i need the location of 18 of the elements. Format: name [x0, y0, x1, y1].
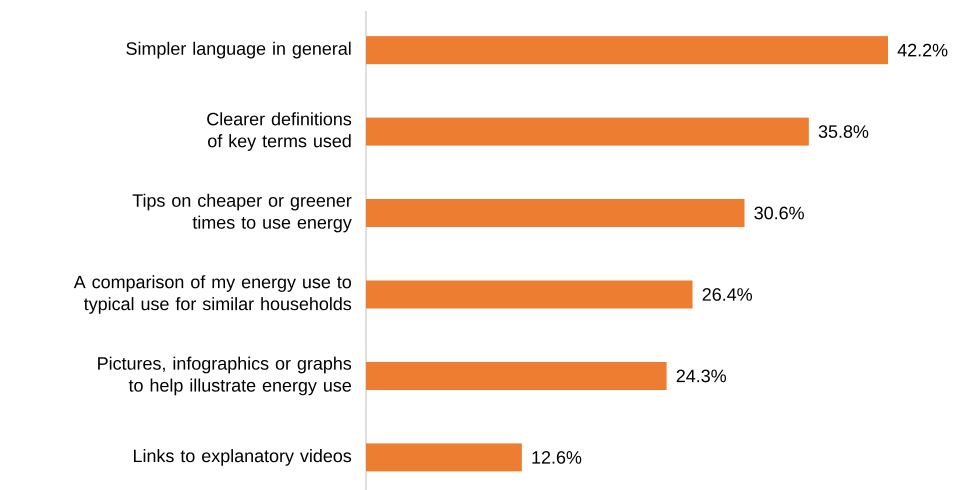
y-tick-label: Simpler language in general	[126, 42, 351, 58]
data-label: 42.2%	[898, 44, 948, 56]
bar	[366, 118, 809, 146]
data-label: 35.8%	[818, 125, 868, 138]
y-tick-label: Links to explanatory videos	[134, 449, 352, 466]
bar	[366, 36, 888, 64]
y-tick-label: Tips on cheaper or greener times to use energy	[132, 194, 352, 232]
y-tick-label: A comparison of my energy use to typical use for similar households	[74, 275, 352, 314]
bar	[366, 443, 522, 472]
data-label: 26.4%	[702, 288, 752, 301]
data-label: 30.6%	[754, 206, 804, 220]
y-tick-label: Pictures, infographics or graphs to help illustrate energy use	[98, 356, 352, 396]
bar	[366, 199, 745, 228]
y-tick-label: Clearer definitions of key terms used	[207, 112, 352, 151]
bar	[366, 280, 693, 308]
data-label: 24.3%	[676, 370, 726, 382]
bar	[366, 362, 667, 390]
data-label: 12.6%	[532, 451, 582, 464]
